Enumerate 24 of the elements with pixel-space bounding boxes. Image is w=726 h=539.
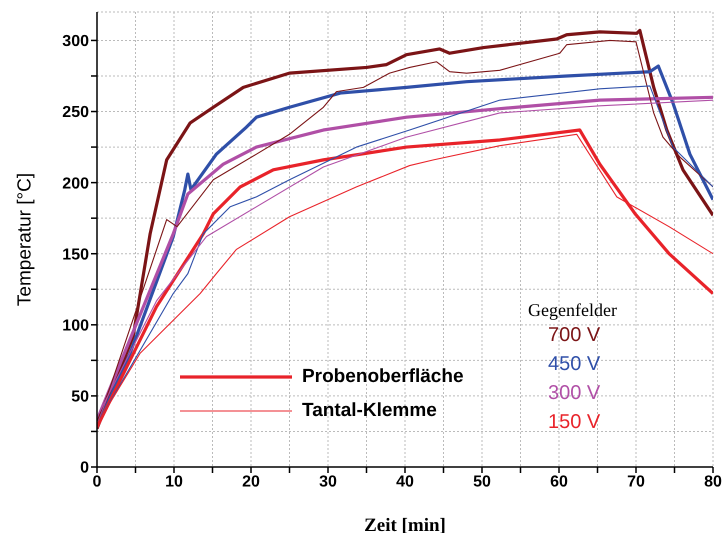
- annotation: Probenoberfläche: [302, 366, 464, 388]
- y-tick-label: 150: [62, 246, 90, 264]
- text: 150 V: [548, 410, 602, 435]
- x-tick-label: 50: [473, 473, 491, 490]
- y-tick-label: 0: [80, 460, 90, 477]
- text: 300 V: [548, 381, 602, 406]
- y-axis-title: Temperatur [°C]: [14, 172, 36, 306]
- legend-title: Gegenfelder: [528, 300, 617, 321]
- x-tick-label: 70: [627, 473, 645, 490]
- x-tick-label: 40: [396, 473, 414, 490]
- y-tick-label: 100: [62, 317, 90, 334]
- x-tick-label: 10: [165, 473, 183, 490]
- y-tick-label: 250: [62, 104, 90, 122]
- annotation: Tantal-Klemme: [302, 400, 437, 422]
- y-tick-label: 300: [62, 33, 90, 50]
- text: 700 V: [548, 323, 602, 348]
- y-tick-label: 50: [71, 388, 90, 406]
- y-tick-label: 200: [62, 175, 90, 192]
- x-tick-label: 60: [550, 473, 568, 490]
- x-tick-label: 80: [704, 473, 722, 490]
- x-tick-label: 30: [319, 473, 337, 490]
- text: 450 V: [548, 352, 602, 377]
- x-tick-label: 0: [92, 473, 102, 490]
- x-tick-label: 20: [242, 473, 260, 490]
